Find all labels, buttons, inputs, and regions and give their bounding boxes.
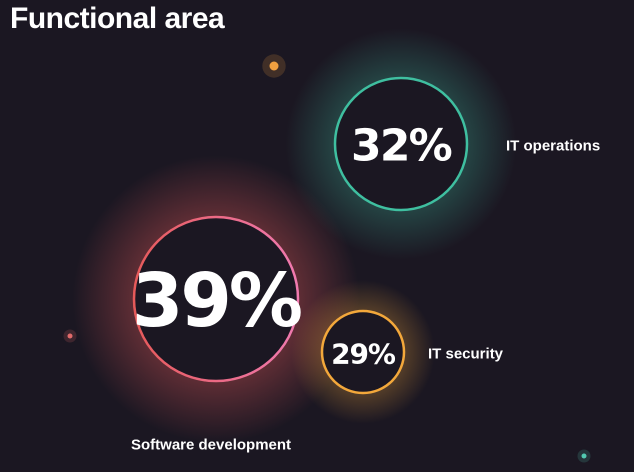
bubble-label-software-development: Software development <box>131 437 291 454</box>
bubble-label-it-security: IT security <box>428 346 504 363</box>
bubble-value-it-security: 29% <box>331 338 396 371</box>
bubble-it-operations: 32% IT operations <box>285 28 600 260</box>
bubble-value-it-operations: 32% <box>351 121 452 172</box>
chart-title: Functional area <box>10 2 225 35</box>
bubble-ring-software-development <box>132 215 300 383</box>
bubble-software-development: 39% Software development <box>72 155 360 454</box>
bubble-it-security: 29% IT security <box>291 280 504 424</box>
decor-dot-teal <box>581 453 587 459</box>
bubble-ring-it-security <box>320 309 406 395</box>
bubble-ring-it-operations <box>333 76 469 212</box>
bubble-label-it-operations: IT operations <box>506 138 600 155</box>
bubble-value-software-development: 39% <box>132 258 301 344</box>
decor-dot-orange <box>269 61 279 71</box>
decor-dot-pink <box>67 333 73 339</box>
